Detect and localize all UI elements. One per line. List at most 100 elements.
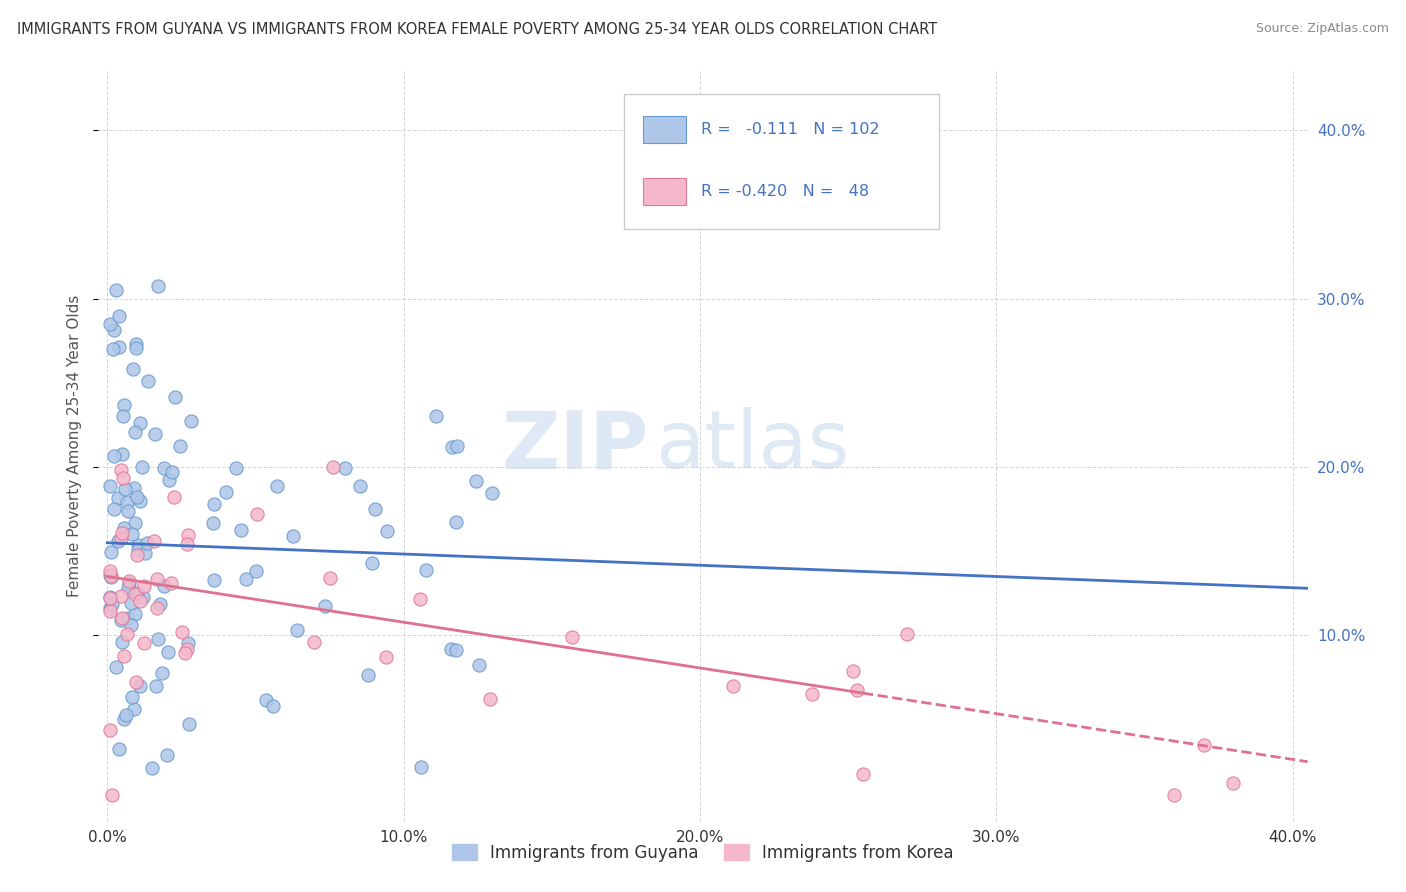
Point bbox=[145, 679, 167, 693]
Point bbox=[1163, 789, 1185, 803]
Point bbox=[98, 568, 121, 582]
Point bbox=[446, 439, 468, 453]
Point bbox=[112, 471, 135, 485]
Point bbox=[134, 546, 156, 560]
Point bbox=[254, 693, 277, 707]
Point bbox=[561, 630, 583, 644]
Point bbox=[266, 479, 288, 493]
Point bbox=[364, 501, 387, 516]
Point bbox=[110, 590, 132, 604]
Point bbox=[146, 601, 169, 615]
Point bbox=[314, 599, 336, 613]
Point bbox=[146, 279, 169, 293]
Point bbox=[180, 414, 202, 428]
Point bbox=[285, 623, 308, 637]
Point bbox=[124, 587, 146, 601]
Point bbox=[125, 336, 148, 351]
Point bbox=[801, 687, 824, 701]
Point bbox=[143, 533, 166, 548]
Point bbox=[112, 712, 135, 726]
Point bbox=[125, 341, 148, 355]
FancyBboxPatch shape bbox=[643, 116, 686, 144]
Point bbox=[409, 591, 432, 606]
Point bbox=[153, 461, 176, 475]
Point bbox=[108, 340, 131, 354]
Point bbox=[110, 532, 132, 546]
Point bbox=[201, 516, 224, 530]
Point bbox=[721, 679, 744, 693]
Point bbox=[415, 563, 437, 577]
Point bbox=[1222, 775, 1244, 789]
Point bbox=[98, 601, 121, 615]
Point bbox=[468, 657, 491, 672]
Point bbox=[841, 664, 863, 678]
Point bbox=[176, 528, 198, 542]
Point bbox=[122, 361, 145, 376]
Point bbox=[481, 486, 503, 500]
Point bbox=[112, 398, 135, 412]
Point bbox=[375, 524, 398, 539]
Point bbox=[110, 614, 132, 628]
FancyBboxPatch shape bbox=[624, 94, 939, 228]
Point bbox=[129, 494, 152, 508]
Point bbox=[112, 409, 135, 423]
Point bbox=[444, 642, 467, 657]
Point bbox=[118, 574, 141, 588]
Point bbox=[846, 683, 869, 698]
Point bbox=[103, 501, 125, 516]
Point bbox=[148, 632, 170, 646]
Point bbox=[100, 597, 122, 611]
Point bbox=[124, 607, 146, 622]
Point bbox=[281, 529, 304, 543]
Point bbox=[120, 618, 142, 632]
Point bbox=[124, 425, 146, 439]
Point bbox=[107, 533, 129, 548]
Point bbox=[141, 761, 163, 775]
Point bbox=[100, 544, 122, 558]
Text: IMMIGRANTS FROM GUYANA VS IMMIGRANTS FROM KOREA FEMALE POVERTY AMONG 25-34 YEAR : IMMIGRANTS FROM GUYANA VS IMMIGRANTS FRO… bbox=[17, 22, 938, 37]
FancyBboxPatch shape bbox=[643, 178, 686, 205]
Point bbox=[98, 317, 121, 331]
Point bbox=[335, 461, 357, 475]
Point bbox=[112, 521, 135, 535]
Point bbox=[98, 604, 121, 618]
Point bbox=[163, 490, 186, 504]
Point bbox=[105, 283, 128, 297]
Point bbox=[143, 427, 166, 442]
Point bbox=[105, 659, 128, 673]
Point bbox=[174, 646, 197, 660]
Point bbox=[170, 625, 193, 640]
Point bbox=[117, 611, 139, 625]
Point bbox=[121, 690, 143, 704]
Point bbox=[122, 481, 145, 495]
Point bbox=[100, 570, 122, 584]
Point bbox=[852, 766, 875, 780]
Point bbox=[112, 648, 135, 663]
Point bbox=[349, 478, 371, 492]
Point bbox=[125, 548, 148, 562]
Point bbox=[98, 723, 121, 737]
Point bbox=[150, 666, 173, 681]
Legend: Immigrants from Guyana, Immigrants from Korea: Immigrants from Guyana, Immigrants from … bbox=[446, 838, 960, 869]
Point bbox=[262, 698, 284, 713]
Point bbox=[202, 573, 225, 587]
Point bbox=[114, 482, 136, 496]
Point bbox=[169, 439, 191, 453]
Point bbox=[156, 747, 179, 762]
Point bbox=[465, 474, 488, 488]
Point bbox=[120, 596, 142, 610]
Point bbox=[440, 641, 463, 656]
Point bbox=[115, 627, 138, 641]
Point bbox=[134, 635, 156, 649]
Point bbox=[322, 460, 344, 475]
Point bbox=[229, 523, 252, 537]
Point bbox=[125, 490, 148, 504]
Text: atlas: atlas bbox=[655, 407, 849, 485]
Point bbox=[108, 309, 131, 323]
Point bbox=[302, 635, 325, 649]
Point bbox=[115, 495, 138, 509]
Point bbox=[98, 564, 121, 578]
Point bbox=[136, 374, 159, 388]
Point bbox=[107, 491, 129, 506]
Point bbox=[129, 680, 152, 694]
